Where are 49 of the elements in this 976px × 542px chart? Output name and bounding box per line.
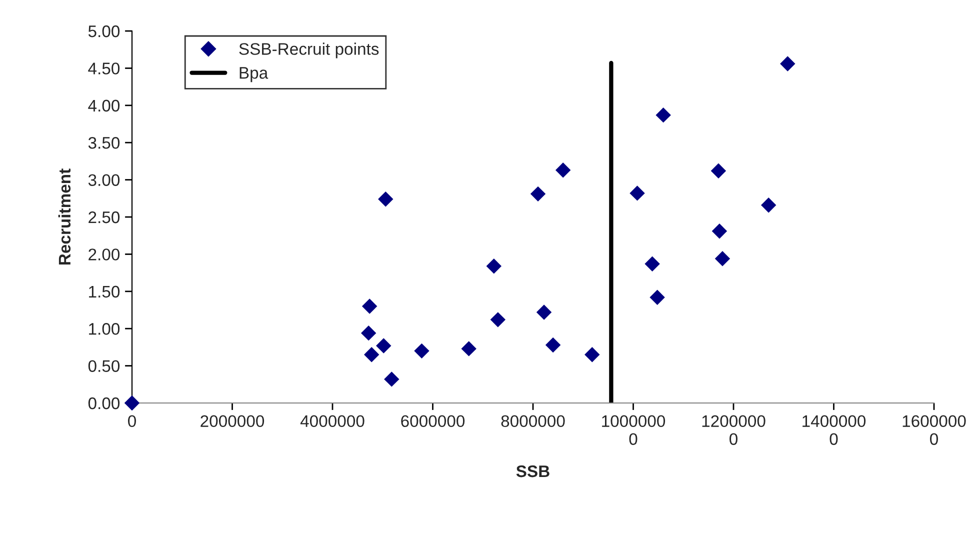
point xyxy=(650,290,665,305)
point xyxy=(555,162,571,178)
point xyxy=(710,163,726,178)
point xyxy=(712,224,728,239)
legend-label: SSB-Recruit points xyxy=(239,42,379,58)
point xyxy=(584,347,600,362)
y-tick-label: 0.00 xyxy=(88,397,120,410)
y-axis-title: Recruitment xyxy=(58,168,71,265)
x-axis-title: SSB xyxy=(516,465,550,478)
x-tick-label: 1000000 0 xyxy=(602,415,666,445)
y-tick-label: 1.00 xyxy=(89,323,120,335)
point xyxy=(780,56,796,72)
point xyxy=(630,186,645,201)
point xyxy=(714,251,730,266)
point xyxy=(490,312,506,328)
y-tick-label: 4.00 xyxy=(88,100,120,112)
x-tick-label: 1600000 0 xyxy=(902,415,966,445)
y-tick-label: 2.50 xyxy=(88,211,120,224)
x-tick-label: 0 xyxy=(128,415,136,428)
point xyxy=(378,192,394,207)
point xyxy=(360,325,376,341)
y-tick-label: 3.00 xyxy=(88,174,120,186)
point xyxy=(536,304,552,320)
y-tick-label: 0.50 xyxy=(88,360,120,372)
x-tick-label: 6000000 xyxy=(401,415,465,428)
point xyxy=(362,298,378,314)
y-tick-label: 1.50 xyxy=(89,286,120,298)
point xyxy=(656,107,671,123)
point xyxy=(414,343,430,359)
point xyxy=(486,258,502,274)
legend-label: Bpa xyxy=(240,67,268,82)
point xyxy=(760,197,776,213)
y-tick-label: 3.50 xyxy=(88,137,120,149)
x-tick-label: 1400000 0 xyxy=(802,415,866,445)
point xyxy=(364,347,380,362)
point xyxy=(530,186,546,202)
point xyxy=(461,341,476,356)
point xyxy=(545,337,561,353)
point xyxy=(376,338,392,354)
point xyxy=(124,395,140,411)
x-tick-label: 4000000 xyxy=(300,415,364,428)
x-tick-label: 8000000 xyxy=(501,415,565,428)
point xyxy=(644,256,660,272)
x-tick-label: 1200000 0 xyxy=(702,415,766,445)
y-tick-label: 2.00 xyxy=(88,248,120,260)
y-tick-label: 5.00 xyxy=(88,25,120,38)
x-tick-label: 2000000 xyxy=(200,415,264,428)
point xyxy=(384,372,400,387)
y-tick-label: 4.50 xyxy=(88,62,120,74)
